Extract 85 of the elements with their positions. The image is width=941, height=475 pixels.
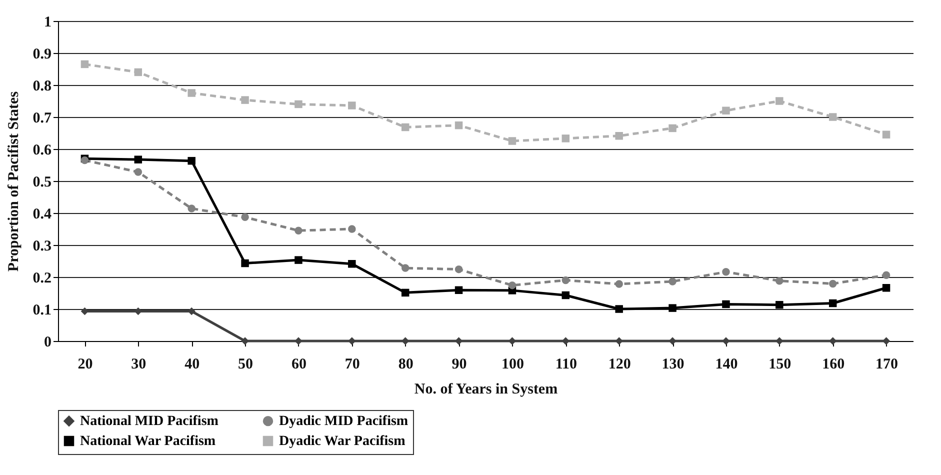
x-tick-label: 90 [452,356,467,372]
x-tick-label: 40 [184,356,200,372]
y-tick-label: 0.6 [32,142,52,158]
point [134,156,142,164]
x-tick-label: 130 [662,356,684,372]
point [401,288,410,297]
point [188,204,196,212]
point [348,260,356,268]
x-tick-label: 170 [876,356,898,372]
point [348,337,356,345]
point [668,337,676,345]
point [722,300,730,308]
point [188,156,196,165]
point [241,213,249,222]
point [80,60,89,68]
y-tick-label: 0.3 [32,238,52,254]
point [241,259,249,268]
y-tick-label: 1 [44,14,52,30]
y-tick-label: 0.4 [32,206,52,222]
x-tick-label: 120 [608,356,631,372]
legend-label: Dyadic MID Pacifism [279,414,408,430]
point [668,304,676,312]
x-tick-label: 70 [344,356,360,372]
x-tick-label: 80 [398,356,414,372]
x-tick-label: 20 [78,356,93,372]
point [241,96,249,104]
x-tick-label: 140 [715,356,738,372]
point [241,337,249,345]
point [828,280,837,288]
point [882,271,890,279]
point [828,113,837,121]
point [722,106,730,114]
point [348,225,356,233]
point [454,121,463,130]
y-tick-label: 0.8 [32,78,52,94]
point [454,265,463,274]
point [134,68,142,76]
point [294,256,302,264]
y-axis-title: Proportion of Pacifist States [6,91,22,272]
y-tick-label: 0.5 [32,174,52,190]
point [401,123,410,132]
point [562,291,570,300]
point [348,102,356,110]
y-tick-label: 0.9 [32,46,52,62]
x-tick-label: 60 [291,356,306,372]
point [294,100,302,108]
point [188,89,196,97]
y-tick-label: 0.7 [32,110,52,126]
point [722,268,730,276]
legend-label: National War Pacifism [80,434,216,449]
x-tick-label: 50 [238,356,254,372]
point [828,299,837,308]
x-tick-label: 160 [822,356,845,372]
x-tick-label: 150 [768,356,792,372]
legend-label: Dyadic War Pacifism [279,434,406,449]
point [615,132,623,140]
point [508,137,516,145]
point [508,281,516,290]
point [668,278,676,286]
point [776,300,784,309]
point [882,130,890,138]
x-tick-label: 110 [555,356,577,372]
point [776,97,784,105]
point [615,337,623,345]
point [294,337,302,345]
point [562,134,570,142]
point [776,337,784,345]
y-tick-label: 0.1 [32,302,52,318]
legend-label: National MID Pacifism [80,414,219,430]
x-tick-label: 100 [501,356,524,372]
point [401,264,410,272]
point [562,276,570,284]
point [776,276,784,285]
point [294,226,302,234]
point [882,284,890,292]
x-tick-label: 30 [131,356,146,372]
x-axis-title: No. of Years in System [414,382,558,398]
point [454,286,463,294]
point [615,305,623,313]
y-tick-label: 0.2 [32,270,52,286]
y-tick-label: 0 [44,334,52,350]
point [134,168,142,176]
point [668,124,676,132]
point [722,337,730,345]
point [615,280,623,288]
